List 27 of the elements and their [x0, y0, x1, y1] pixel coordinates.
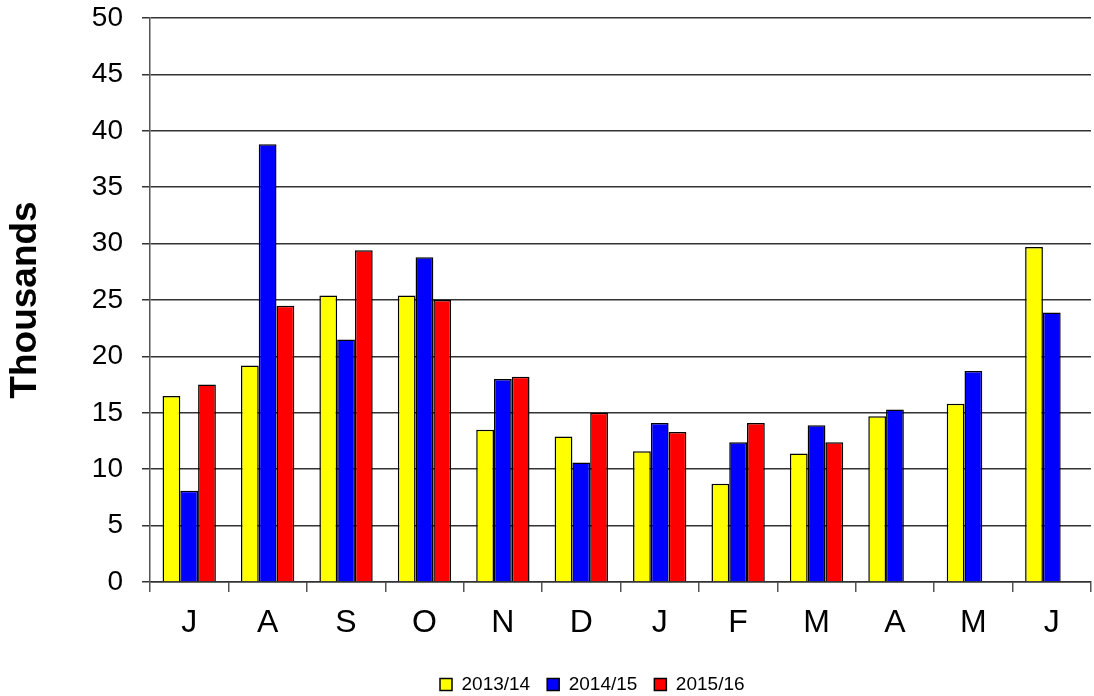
y-tick-label: 45 [91, 57, 123, 89]
y-tick-label: 40 [91, 113, 123, 145]
y-tick-label: 20 [91, 339, 123, 371]
x-tick-label: M [803, 603, 830, 640]
y-tick-label: 5 [107, 508, 123, 540]
x-tick-label: M [960, 603, 987, 640]
y-tick-label: 35 [91, 169, 123, 201]
x-tick-label: N [491, 603, 515, 640]
x-tick-label: O [412, 603, 437, 640]
x-tick-label: S [335, 603, 357, 640]
y-tick-label: 15 [91, 395, 123, 427]
x-tick-label: D [569, 603, 593, 640]
y-tick-label: 0 [107, 564, 123, 596]
y-tick-label: 30 [91, 226, 123, 258]
x-tick-label: A [256, 603, 279, 640]
x-tick-label: J [651, 603, 668, 640]
x-tick-label: J [181, 603, 198, 640]
y-tick-label: 50 [91, 0, 123, 32]
legend-label: 2015/16 [675, 672, 745, 694]
legend-label: 2014/15 [568, 672, 638, 694]
y-axis-title: Thousands [3, 201, 45, 399]
legend-label: 2013/14 [461, 672, 531, 694]
y-tick-label: 10 [91, 451, 123, 483]
x-tick-label: A [884, 603, 907, 640]
x-tick-label: J [1043, 603, 1060, 640]
y-tick-label: 25 [91, 282, 123, 314]
x-tick-label: F [728, 603, 748, 640]
